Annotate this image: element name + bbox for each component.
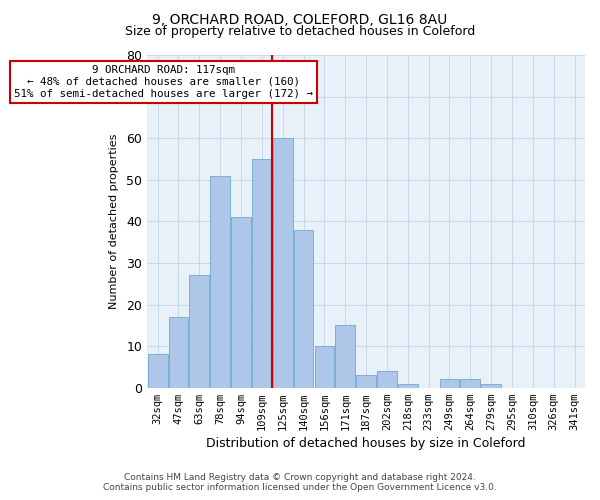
Bar <box>252 159 272 388</box>
Bar <box>231 217 251 388</box>
Bar <box>481 384 501 388</box>
Bar <box>314 346 334 388</box>
Bar <box>377 371 397 388</box>
Bar <box>440 380 460 388</box>
Text: Contains HM Land Registry data © Crown copyright and database right 2024.
Contai: Contains HM Land Registry data © Crown c… <box>103 473 497 492</box>
X-axis label: Distribution of detached houses by size in Coleford: Distribution of detached houses by size … <box>206 437 526 450</box>
Bar <box>293 230 313 388</box>
Text: 9 ORCHARD ROAD: 117sqm
← 48% of detached houses are smaller (160)
51% of semi-de: 9 ORCHARD ROAD: 117sqm ← 48% of detached… <box>14 66 313 98</box>
Bar <box>169 317 188 388</box>
Bar <box>460 380 480 388</box>
Bar <box>148 354 167 388</box>
Bar <box>273 138 293 388</box>
Bar <box>335 326 355 388</box>
Bar <box>398 384 418 388</box>
Bar <box>356 375 376 388</box>
Text: Size of property relative to detached houses in Coleford: Size of property relative to detached ho… <box>125 25 475 38</box>
Text: 9, ORCHARD ROAD, COLEFORD, GL16 8AU: 9, ORCHARD ROAD, COLEFORD, GL16 8AU <box>152 12 448 26</box>
Bar <box>190 276 209 388</box>
Bar <box>210 176 230 388</box>
Y-axis label: Number of detached properties: Number of detached properties <box>109 134 119 309</box>
